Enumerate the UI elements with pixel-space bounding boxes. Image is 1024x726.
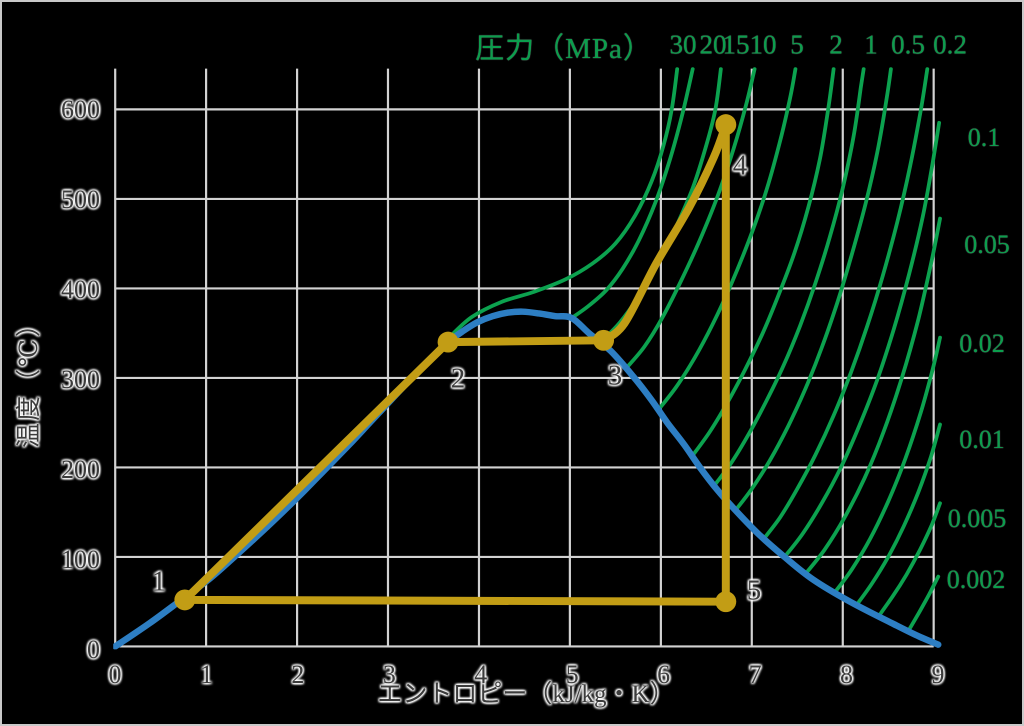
isobar-curve-30 <box>446 67 680 341</box>
isobar-curve-20 <box>569 67 695 320</box>
isobar-curve-1 <box>712 67 866 488</box>
cycle-point-dot-3 <box>593 329 615 351</box>
isobar-curve-10 <box>624 67 757 370</box>
grid-lines <box>114 68 935 648</box>
cycle-point-dot-4 <box>715 114 737 136</box>
isobar-curve-5 <box>656 67 798 413</box>
saturation-dome-curve <box>113 308 942 650</box>
isobar-curve-0.005 <box>876 501 942 619</box>
isobar-curve-0.1 <box>782 120 942 559</box>
cycle-point-dot-2 <box>437 331 459 353</box>
isobar-curve-0.5 <box>733 67 893 513</box>
rankine-cycle <box>174 114 737 613</box>
isobar-curve-0.05 <box>803 216 942 576</box>
grid-path <box>114 68 935 648</box>
isobar-curve-0.01 <box>854 422 942 608</box>
isobar-curve-0.2 <box>761 67 930 541</box>
cycle-path <box>180 120 730 606</box>
cycle-point-dot-1 <box>174 589 196 611</box>
isobar-curve-0.02 <box>832 335 942 595</box>
curves <box>113 67 942 650</box>
isobar-curve-0.002 <box>906 574 941 634</box>
cycle-point-dot-5 <box>715 591 737 613</box>
